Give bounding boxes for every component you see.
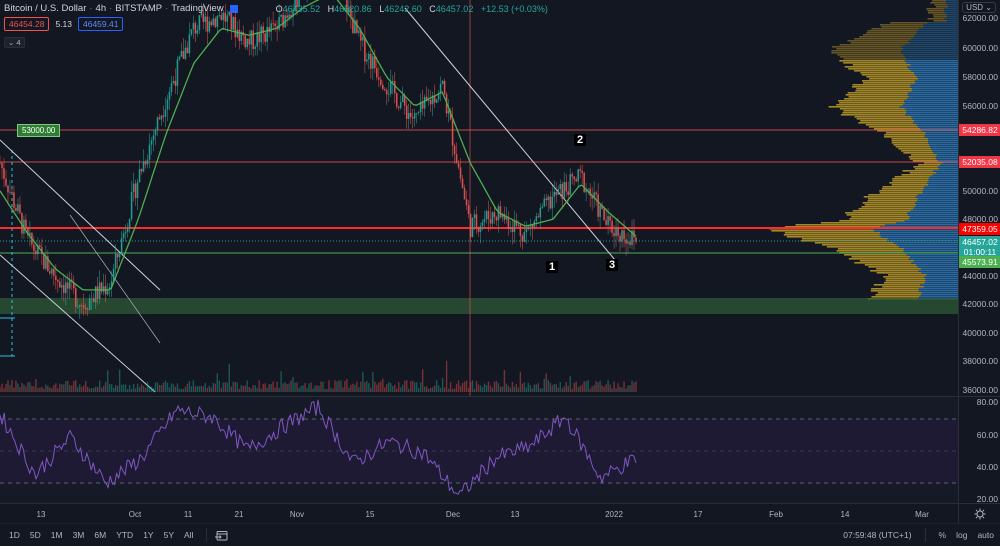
price-tick: 60000.00 (962, 43, 998, 53)
exchange: BITSTAMP (115, 3, 163, 14)
resistance-badge-54286: 54286.82 (959, 124, 1000, 136)
bid-ask-widget: 46454.28 5.13 46459.41 (4, 17, 124, 31)
range-5d[interactable]: 5D (29, 530, 41, 540)
rsi-tick: 80.00 (976, 397, 998, 407)
price-tick: 56000.00 (962, 101, 998, 111)
auto-scale-toggle[interactable]: auto (977, 530, 994, 540)
price-tick: 58000.00 (962, 72, 998, 82)
rsi-tick: 40.00 (976, 462, 998, 472)
price-tick: 36000.00 (962, 385, 998, 395)
trendline-upper (0, 139, 161, 291)
last-price-badge: 46457.02 01:00:11 (959, 236, 1000, 258)
rsi-band (0, 419, 958, 483)
wave-label-2[interactable]: 2 (574, 134, 587, 146)
price-pane[interactable]: Bitcoin / U.S. Dollar · 4h · BITSTAMP · … (0, 0, 958, 396)
range-ytd[interactable]: YTD (116, 530, 134, 540)
spread-value: 5.13 (55, 19, 72, 29)
price-tick: 40000.00 (962, 328, 998, 338)
time-tick: 13 (36, 510, 46, 519)
time-axis[interactable]: 13 Oct 11 21 Nov 15 Dec 13 2022 17 Feb 1… (0, 503, 958, 523)
range-1y[interactable]: 1Y (143, 530, 154, 540)
buy-button[interactable]: 46459.41 (78, 17, 124, 31)
gear-icon (974, 508, 985, 519)
rsi-tick: 60.00 (976, 430, 998, 440)
interval[interactable]: 4h (95, 3, 107, 14)
candles (0, 0, 637, 319)
price-chart-canvas[interactable] (0, 0, 958, 396)
trendline-main (404, 7, 616, 261)
change-value: +12.53 (+0.03%) (480, 3, 548, 14)
currency-select[interactable]: USD ⌄ (962, 2, 996, 13)
time-tick: Dec (445, 510, 461, 519)
rsi-pane[interactable] (0, 397, 958, 503)
wave-label-1[interactable]: 1 (546, 261, 559, 273)
high-value: 46520.86 (334, 3, 372, 14)
range-6m[interactable]: 6M (94, 530, 107, 540)
time-tick: 11 (183, 510, 193, 519)
volume-profile (769, 0, 958, 300)
pane-separator[interactable] (0, 396, 1000, 397)
market-status-icon (229, 4, 238, 13)
data-source: TradingView (171, 3, 224, 14)
resistance-badge-52035: 52035.08 (959, 156, 1000, 168)
support-badge-45573: 45573.91 (959, 256, 1000, 268)
price-tick: 38000.00 (962, 356, 998, 366)
time-tick: 15 (365, 510, 375, 519)
divider (924, 528, 926, 542)
low-value: 46242.60 (384, 3, 422, 14)
calendar-goto-icon (215, 530, 228, 540)
price-tick: 48000.00 (962, 214, 998, 224)
go-to-date-button[interactable] (215, 530, 228, 541)
symbol-name[interactable]: Bitcoin / U.S. Dollar (4, 3, 87, 14)
ohlc-values: O46435.52 H46520.86 L46242.60 C46457.02 … (275, 3, 548, 14)
time-tick: 17 (693, 510, 703, 519)
demand-zone (0, 298, 958, 314)
moving-average-line (0, 0, 637, 291)
time-tick: Mar (915, 510, 929, 519)
range-all[interactable]: All (184, 530, 194, 540)
rsi-tick: 20.00 (976, 494, 998, 504)
percent-scale-toggle[interactable]: % (938, 530, 947, 540)
timezone-clock[interactable]: 07:59:48 (UTC+1) (843, 530, 912, 540)
price-tick: 62000.00 (962, 13, 998, 23)
volume-bars (0, 360, 637, 392)
price-tick: 42000.00 (962, 299, 998, 309)
price-callout[interactable]: 53000.00 (17, 124, 61, 137)
last-price-value: 46457.02 (962, 237, 998, 247)
time-tick: Feb (769, 510, 783, 519)
indicators-collapse-button[interactable]: ⌄ 4 (4, 37, 25, 48)
time-tick: 2022 (605, 510, 623, 519)
resistance-badge-47359: 47359.05 (959, 223, 1000, 235)
close-value: 46457.02 (435, 3, 474, 14)
bottom-toolbar: 1D 5D 1M 3M 6M YTD 1Y 5Y All 07:59:48 (U… (0, 523, 1000, 546)
log-scale-toggle[interactable]: log (956, 530, 968, 540)
rsi-chart-canvas[interactable] (0, 397, 958, 503)
range-3m[interactable]: 3M (72, 530, 85, 540)
open-value: 46435.52 (282, 3, 321, 14)
divider (206, 528, 208, 542)
chart-settings-button[interactable] (958, 503, 1000, 523)
range-1m[interactable]: 1M (50, 530, 63, 540)
time-tick: 14 (840, 510, 850, 519)
time-tick: 21 (234, 510, 244, 519)
price-tick: 44000.00 (962, 271, 998, 281)
sell-button[interactable]: 46454.28 (4, 17, 50, 31)
time-tick: Oct (128, 510, 142, 519)
wave-label-3[interactable]: 3 (606, 259, 619, 271)
rsi-line (0, 399, 637, 495)
time-tick: 13 (510, 510, 520, 519)
price-axis[interactable]: USD ⌄ 62000.00 60000.00 58000.00 56000.0… (958, 0, 1000, 396)
trendline-lower (0, 254, 156, 393)
range-5y[interactable]: 5Y (163, 530, 174, 540)
rsi-axis[interactable]: 80.00 60.00 40.00 20.00 (958, 397, 1000, 504)
chart-legend: Bitcoin / U.S. Dollar · 4h · BITSTAMP · … (4, 3, 553, 14)
time-tick: Nov (289, 510, 305, 519)
price-tick: 50000.00 (962, 186, 998, 196)
bar-countdown: 01:00:11 (963, 247, 997, 257)
range-1d[interactable]: 1D (9, 530, 20, 540)
